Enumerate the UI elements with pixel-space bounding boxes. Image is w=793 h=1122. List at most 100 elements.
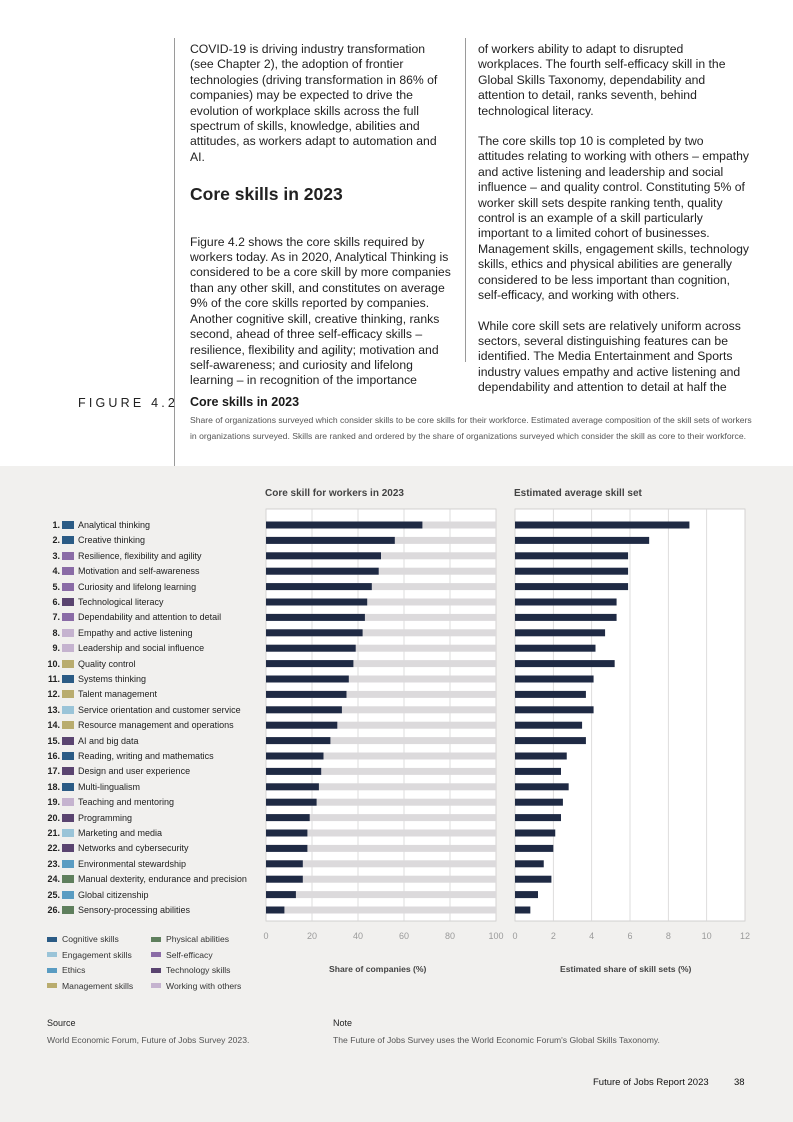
x-tick-label: 20 <box>307 931 317 941</box>
skill-rank: 7. <box>52 612 60 623</box>
bar-track <box>266 737 496 745</box>
legend-label: Ethics <box>62 965 86 975</box>
skill-name: Resilience, flexibility and agility <box>78 550 202 561</box>
category-swatch <box>62 582 74 591</box>
skill-set-bar <box>515 906 531 914</box>
skill-label-row: 7. Dependability and attention to detail <box>40 610 221 624</box>
core-skill-bar <box>266 660 354 668</box>
body-paragraph-right-1: of workers ability to adapt to disrupted… <box>478 42 726 118</box>
core-skill-bar <box>266 783 319 791</box>
core-skill-bar <box>266 536 395 544</box>
skill-rank: 8. <box>52 627 60 638</box>
skill-rank: 22. <box>47 843 60 854</box>
skill-name: Marketing and media <box>78 828 163 838</box>
skill-set-bar <box>515 721 583 729</box>
x-tick-label: 4 <box>589 931 594 941</box>
core-skill-bar <box>266 752 324 760</box>
skill-name: Sensory-processing abilities <box>78 905 191 915</box>
skill-rank: 1. <box>52 520 60 530</box>
core-skill-bar <box>266 737 331 745</box>
core-skill-bar <box>266 629 363 637</box>
x-tick-label: 8 <box>666 931 671 941</box>
legend-label: Self-efficacy <box>166 949 213 960</box>
skill-label-row: 15. AI and big data <box>40 734 138 748</box>
category-swatch <box>62 690 74 699</box>
footer-page-number: 38 <box>734 1077 745 1088</box>
core-skill-bar <box>266 767 322 775</box>
bar-track <box>266 675 496 683</box>
footer-report-name: Future of Jobs Report 2023 <box>593 1077 709 1088</box>
category-swatch <box>62 813 74 822</box>
bar-track <box>266 906 496 914</box>
skill-set-bar <box>515 783 569 791</box>
skill-rank: 25. <box>47 889 60 900</box>
category-swatch <box>62 598 74 606</box>
skill-label-row: 14. Resource management and operations <box>40 718 233 732</box>
legend-item: Cognitive skills <box>47 933 119 945</box>
skill-set-bar <box>515 598 617 606</box>
x-tick-label: 0 <box>512 931 517 941</box>
skill-label-row: 1. Analytical thinking <box>40 518 150 532</box>
skill-name: Quality control <box>78 658 136 669</box>
bar-track <box>266 875 496 883</box>
legend-swatch <box>47 983 57 988</box>
bar-track <box>266 690 496 698</box>
bar-track <box>266 814 496 822</box>
category-swatch <box>62 675 74 683</box>
category-swatch <box>62 567 74 576</box>
category-swatch <box>62 829 74 837</box>
core-skill-bar <box>266 552 381 560</box>
skill-label-row: 10. Quality control <box>40 657 136 671</box>
skill-set-bar <box>515 629 606 637</box>
skill-name: Teaching and mentoring <box>78 797 175 808</box>
skill-set-bar <box>515 844 554 852</box>
bar-track <box>266 767 496 775</box>
legend-swatch <box>151 983 161 988</box>
skill-rank: 14. <box>47 720 60 731</box>
right-text-column: of workers ability to adapt to disrupted… <box>478 42 750 396</box>
source-label: Source <box>47 1018 76 1028</box>
skill-label-row: 3. Resilience, flexibility and agility <box>40 549 202 563</box>
skill-set-bar <box>515 767 561 775</box>
bar-track <box>266 752 496 760</box>
core-skill-bar <box>266 891 296 899</box>
skill-name: Multi-lingualism <box>78 781 141 792</box>
skill-rank: 11. <box>47 674 60 684</box>
skill-label-row: 2. Creative thinking <box>40 533 145 547</box>
skill-rank: 12. <box>47 689 60 700</box>
x-tick-label: 10 <box>702 931 712 941</box>
core-skill-bar <box>266 644 356 652</box>
left-column-rule <box>174 38 175 468</box>
category-swatch <box>62 721 74 730</box>
skill-set-bar <box>515 752 567 760</box>
core-skill-bar <box>266 844 308 852</box>
category-swatch <box>62 659 74 668</box>
category-swatch <box>62 782 74 791</box>
skill-label-row: 21. Marketing and media <box>40 826 162 840</box>
source-text: World Economic Forum, Future of Jobs Sur… <box>47 1035 250 1045</box>
category-swatch <box>62 767 74 776</box>
legend-item: Working with others <box>151 980 241 992</box>
bar-track <box>266 613 496 621</box>
category-swatch <box>62 906 74 914</box>
legend-swatch <box>151 936 161 942</box>
legend-label: Cognitive skills <box>62 934 119 944</box>
skill-set-bar <box>515 552 629 560</box>
skill-name: Empathy and active listening <box>78 627 193 638</box>
category-swatch <box>62 736 74 745</box>
core-skill-bar <box>266 721 338 729</box>
core-skill-bar <box>266 521 423 529</box>
legend-swatch <box>151 967 161 973</box>
category-swatch <box>62 521 74 529</box>
skill-rank: 6. <box>52 597 60 607</box>
right-axis-title: Estimated share of skill sets (%) <box>560 964 692 974</box>
skill-rank: 2. <box>52 535 60 546</box>
skill-set-bar <box>515 891 538 899</box>
skill-set-bar <box>515 567 629 575</box>
core-skill-bar <box>266 598 368 606</box>
skill-label-row: 17. Design and user experience <box>40 764 190 778</box>
category-swatch <box>62 536 74 545</box>
skill-name: Programming <box>78 812 133 823</box>
note-label: Note <box>333 1018 353 1028</box>
legend-label: Technology skills <box>166 965 231 975</box>
